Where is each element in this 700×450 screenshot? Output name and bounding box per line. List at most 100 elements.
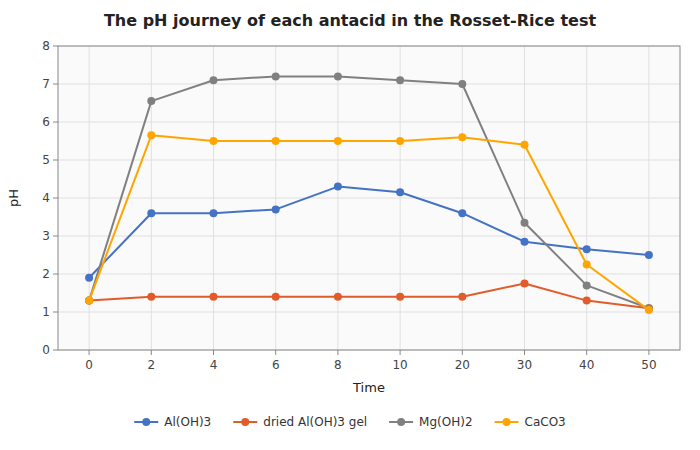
series [85, 280, 653, 313]
point [458, 209, 466, 217]
tick-label: 2 [147, 358, 155, 372]
legend-swatch [142, 418, 150, 426]
legend-label: CaCO3 [525, 415, 566, 429]
grid-line [524, 46, 525, 350]
tick-mark [462, 350, 463, 355]
tick-label: 0 [85, 358, 93, 372]
point [583, 281, 591, 289]
tick-label: 6 [272, 358, 280, 372]
point [272, 293, 280, 301]
point [521, 238, 529, 246]
legend: Al(OH)3 dried Al(OH)3 gel Mg(OH)2 CaCO3 [134, 415, 566, 429]
plot-frame [58, 46, 680, 350]
point [210, 137, 218, 145]
title: The pH journey of each antacid in the Ro… [104, 11, 597, 30]
grid-line [275, 46, 276, 350]
tick-label: 5 [42, 153, 50, 167]
point [396, 188, 404, 196]
axes: 012345678024681020304050 [42, 39, 680, 372]
grid-line [462, 46, 463, 350]
series [85, 131, 653, 314]
point [85, 297, 93, 305]
tick-label: 20 [455, 358, 470, 372]
point [396, 293, 404, 301]
point [645, 306, 653, 314]
point [583, 261, 591, 269]
point [272, 205, 280, 213]
series-line [89, 135, 649, 310]
tick-mark [337, 350, 338, 355]
y-axis-label: pH [6, 189, 21, 207]
point [334, 137, 342, 145]
point [85, 274, 93, 282]
point [272, 72, 280, 80]
tick-mark [400, 350, 401, 355]
tick-mark [53, 122, 58, 123]
plot-area [58, 46, 680, 350]
tick-mark [524, 350, 525, 355]
tick-mark [586, 350, 587, 355]
tick-mark [53, 198, 58, 199]
chart: The pH journey of each antacid in the Ro… [0, 0, 700, 450]
legend-swatch [397, 418, 405, 426]
grid-line [151, 46, 152, 350]
tick-mark [53, 160, 58, 161]
point [334, 293, 342, 301]
tick-label: 0 [42, 343, 50, 357]
x-axis-label: Time [352, 380, 385, 395]
legend-item: Al(OH)3 [134, 415, 211, 429]
tick-label: 6 [42, 115, 50, 129]
legend-label: Al(OH)3 [164, 415, 211, 429]
tick-label: 8 [334, 358, 342, 372]
tick-label: 1 [42, 305, 50, 319]
tick-mark [53, 46, 58, 47]
point [210, 76, 218, 84]
tick-label: 3 [42, 229, 50, 243]
tick-mark [53, 236, 58, 237]
point [85, 297, 93, 305]
tick-mark [648, 350, 649, 355]
grid-line [213, 46, 214, 350]
tick-label: 2 [42, 267, 50, 281]
point [147, 97, 155, 105]
tick-mark [213, 350, 214, 355]
point [147, 209, 155, 217]
tick-label: 8 [42, 39, 50, 53]
tick-mark [275, 350, 276, 355]
point [147, 131, 155, 139]
legend-swatch [503, 418, 511, 426]
point [334, 72, 342, 80]
point [645, 251, 653, 259]
tick-label: 40 [579, 358, 594, 372]
tick-label: 10 [392, 358, 407, 372]
series-line [89, 284, 649, 309]
point [210, 209, 218, 217]
point [147, 293, 155, 301]
point [458, 133, 466, 141]
grid [58, 46, 680, 350]
tick-mark [53, 312, 58, 313]
point [85, 297, 93, 305]
tick-label: 30 [517, 358, 532, 372]
legend-swatch [241, 418, 249, 426]
point [458, 293, 466, 301]
legend-label: dried Al(OH)3 gel [263, 415, 367, 429]
tick-label: 7 [42, 77, 50, 91]
tick-mark [53, 350, 58, 351]
tick-mark [53, 274, 58, 275]
series [85, 72, 653, 312]
point [272, 137, 280, 145]
series-line [89, 76, 649, 308]
point [396, 76, 404, 84]
point [583, 245, 591, 253]
tick-label: 4 [210, 358, 218, 372]
tick-mark [53, 84, 58, 85]
legend-item: CaCO3 [495, 415, 566, 429]
point [396, 137, 404, 145]
point [521, 280, 529, 288]
data [85, 72, 653, 314]
point [521, 141, 529, 149]
chart-container: The pH journey of each antacid in the Ro… [0, 0, 700, 450]
legend-label: Mg(OH)2 [419, 415, 472, 429]
point [521, 219, 529, 227]
